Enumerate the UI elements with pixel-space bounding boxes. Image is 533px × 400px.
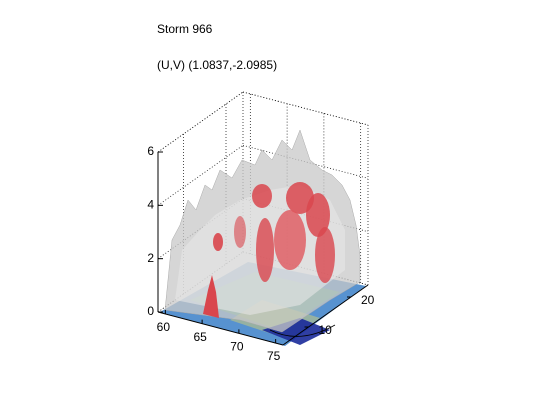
grid-line: [242, 144, 369, 179]
x-tick-label: 70: [230, 340, 244, 354]
y-tick-label: 10: [319, 323, 333, 337]
box-edge: [242, 91, 369, 126]
chart-title: Storm 966: [157, 22, 213, 36]
z-tick-label: 4: [147, 198, 154, 212]
red-surface: [315, 227, 335, 283]
chart-subtitle: (U,V) (1.0837,-2.0985): [157, 58, 277, 72]
x-tick-label: 60: [157, 320, 171, 334]
red-surface: [274, 210, 306, 270]
red-surface: [286, 182, 314, 214]
y-tick-label: 20: [361, 293, 375, 307]
z-tick-label: 2: [147, 251, 154, 265]
grid-line: [242, 91, 369, 126]
isosurface: [160, 129, 366, 346]
red-surface: [306, 193, 330, 237]
axes: 0 2 4 6 60 65 70 75 10 20: [147, 144, 374, 363]
storm-trace: [269, 324, 336, 337]
x-axis: [157, 311, 284, 346]
red-surface: [252, 184, 272, 208]
red-surface: [256, 218, 274, 282]
grid-line: [157, 91, 244, 153]
x-tick-label: 75: [267, 349, 281, 363]
x-tick-label: 65: [193, 330, 207, 344]
y-axis: [282, 284, 369, 346]
z-tick-label: 0: [147, 304, 154, 318]
red-surface: [234, 216, 246, 248]
z-tick-label: 6: [147, 144, 154, 158]
red-surface: [213, 233, 223, 251]
red-surface: [203, 275, 219, 318]
